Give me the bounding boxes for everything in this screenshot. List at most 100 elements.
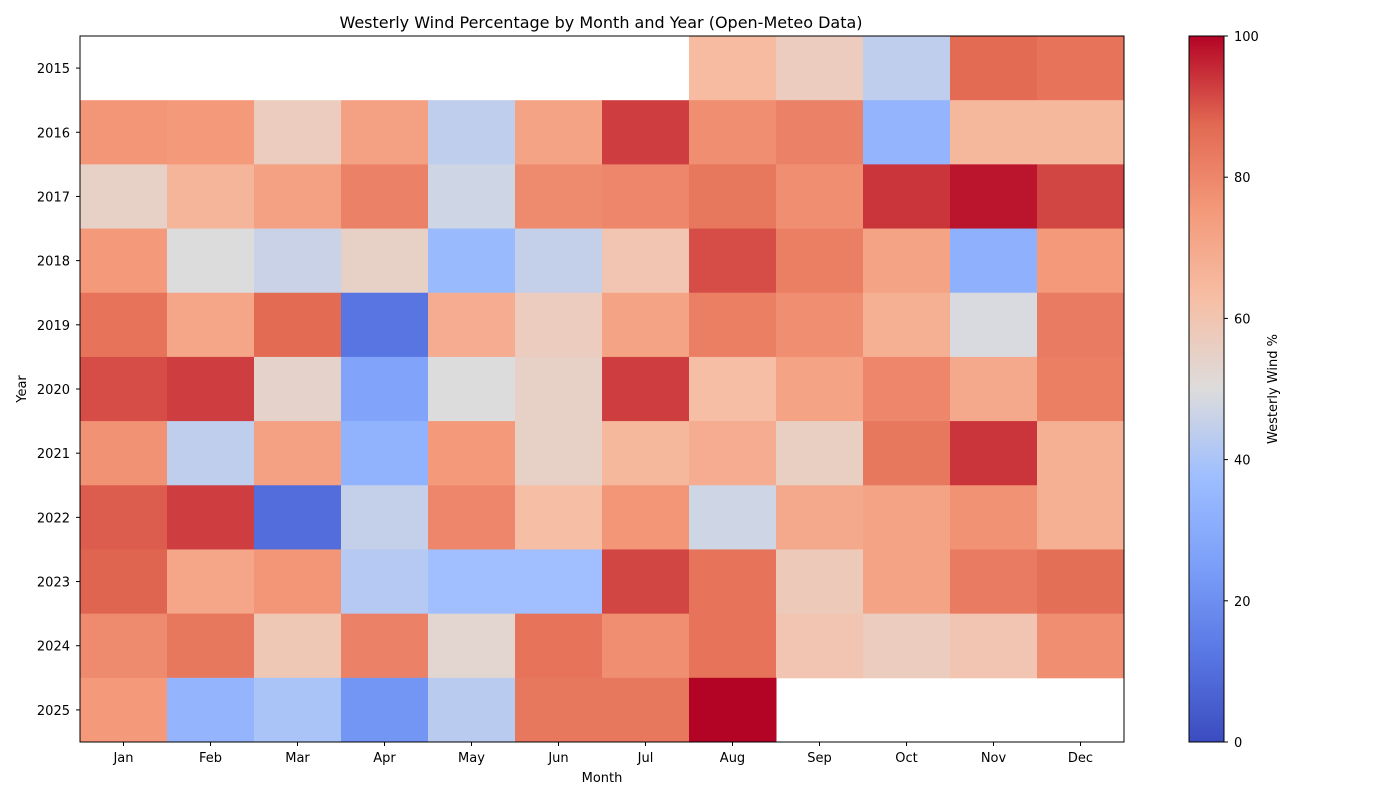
heatmap-cell [254, 421, 342, 486]
heatmap-cell [167, 549, 255, 615]
heatmap-cell [950, 613, 1038, 679]
heatmap-cell [80, 613, 168, 679]
x-axis-label: Month [582, 771, 623, 786]
y-axis-ticks: 2015 2016 2017 2018 2019 2020 2021 2022 2023 2024… [37, 62, 80, 719]
heatmap-cell [428, 100, 516, 165]
heatmap-cell [254, 549, 342, 615]
heatmap-cell [167, 164, 255, 230]
x-tick-label: Jul [637, 751, 654, 766]
x-tick-label: Mar [285, 751, 310, 766]
heatmap-cell [515, 549, 603, 615]
heatmap-cell [428, 228, 516, 294]
heatmap-cell [950, 36, 1038, 101]
heatmap-cell [950, 292, 1038, 358]
y-tick-label: 2015 [37, 62, 70, 77]
heatmap-cell [167, 613, 255, 679]
heatmap-cell [80, 292, 168, 358]
colorbar [1188, 35, 1225, 743]
heatmap-cell [950, 164, 1038, 230]
x-tick-label: Aug [720, 751, 745, 766]
heatmap-cell [341, 549, 429, 615]
heatmap-cell [428, 677, 516, 743]
colorbar-tick-label: 80 [1234, 171, 1251, 186]
heatmap-cell [863, 36, 951, 101]
heatmap-cell [428, 421, 516, 486]
heatmap-cell [689, 613, 777, 679]
heatmap-cell [602, 613, 690, 679]
x-tick-label: Feb [199, 751, 222, 766]
colorbar-ticks: 0 20 40 60 80 100 [1224, 30, 1259, 751]
heatmap-cell [863, 421, 951, 486]
heatmap-cell [80, 677, 168, 743]
heatmap-cell [1037, 549, 1125, 615]
heatmap-cell [950, 549, 1038, 615]
heatmap-cell [950, 228, 1038, 294]
heatmap-cell [863, 485, 951, 550]
heatmap-cell [1037, 228, 1125, 294]
heatmap-cell [689, 164, 777, 230]
y-tick-label: 2017 [37, 190, 70, 205]
heatmap-cell [689, 292, 777, 358]
heatmap-cell [776, 613, 864, 679]
y-tick-label: 2024 [37, 640, 70, 655]
heatmap-cell [167, 100, 255, 165]
heatmap-cell [254, 292, 342, 358]
colorbar-tick-label: 40 [1234, 454, 1251, 469]
heatmap-cell [602, 292, 690, 358]
colorbar-tick-label: 60 [1234, 312, 1251, 327]
heatmap-cell [515, 164, 603, 230]
y-tick-label: 2019 [37, 319, 70, 334]
heatmap-cell [428, 164, 516, 230]
heatmap-cell [341, 677, 429, 743]
x-tick-label: Nov [981, 751, 1007, 766]
heatmap-cell [1037, 36, 1125, 101]
heatmap-cell [689, 356, 777, 422]
heatmap-cell [776, 292, 864, 358]
heatmap-cell [167, 677, 255, 743]
heatmap-cell [428, 292, 516, 358]
heatmap-cell [80, 356, 168, 422]
heatmap-cell [80, 549, 168, 615]
heatmap-cell [341, 228, 429, 294]
heatmap-cell [80, 164, 168, 230]
heatmap-cell [1037, 421, 1125, 486]
heatmap-cell [254, 164, 342, 230]
heatmap-cell [1037, 613, 1125, 679]
heatmap-cell [776, 100, 864, 165]
heatmap-cell [341, 292, 429, 358]
heatmap-cell [950, 356, 1038, 422]
heatmap-cell [602, 100, 690, 165]
heatmap-cell [863, 613, 951, 679]
heatmap-cell [80, 100, 168, 165]
y-tick-label: 2025 [37, 704, 70, 719]
heatmap-cell [341, 164, 429, 230]
heatmap-cell [341, 613, 429, 679]
heatmap-cell [254, 677, 342, 743]
heatmap-cell [776, 164, 864, 230]
heatmap-cell [80, 228, 168, 294]
heatmap-cell [80, 421, 168, 486]
heatmap-cell [428, 356, 516, 422]
heatmap-cell [602, 485, 690, 550]
heatmap-cell [515, 100, 603, 165]
heatmap-cell [689, 421, 777, 486]
heatmap-cell [863, 549, 951, 615]
y-tick-label: 2021 [37, 447, 70, 462]
heatmap-cell [254, 356, 342, 422]
heatmap-cell [950, 485, 1038, 550]
heatmap-cell [950, 421, 1038, 486]
heatmap-cell [863, 292, 951, 358]
heatmap-cell [689, 485, 777, 550]
heatmap-cell [254, 485, 342, 550]
heatmap-cell [254, 100, 342, 165]
colorbar-tick-label: 20 [1234, 595, 1251, 610]
heatmap-cell [254, 613, 342, 679]
heatmap-cell [602, 421, 690, 486]
heatmap-cell [1037, 292, 1125, 358]
heatmap-cell [1037, 356, 1125, 422]
heatmap-cell [167, 228, 255, 294]
heatmap-cell [776, 549, 864, 615]
heatmap-cell [515, 613, 603, 679]
heatmap-cell [689, 549, 777, 615]
x-axis-ticks: Jan Feb Mar Apr May Jun Jul Aug Sep Oct Nov Dec [112, 742, 1093, 766]
